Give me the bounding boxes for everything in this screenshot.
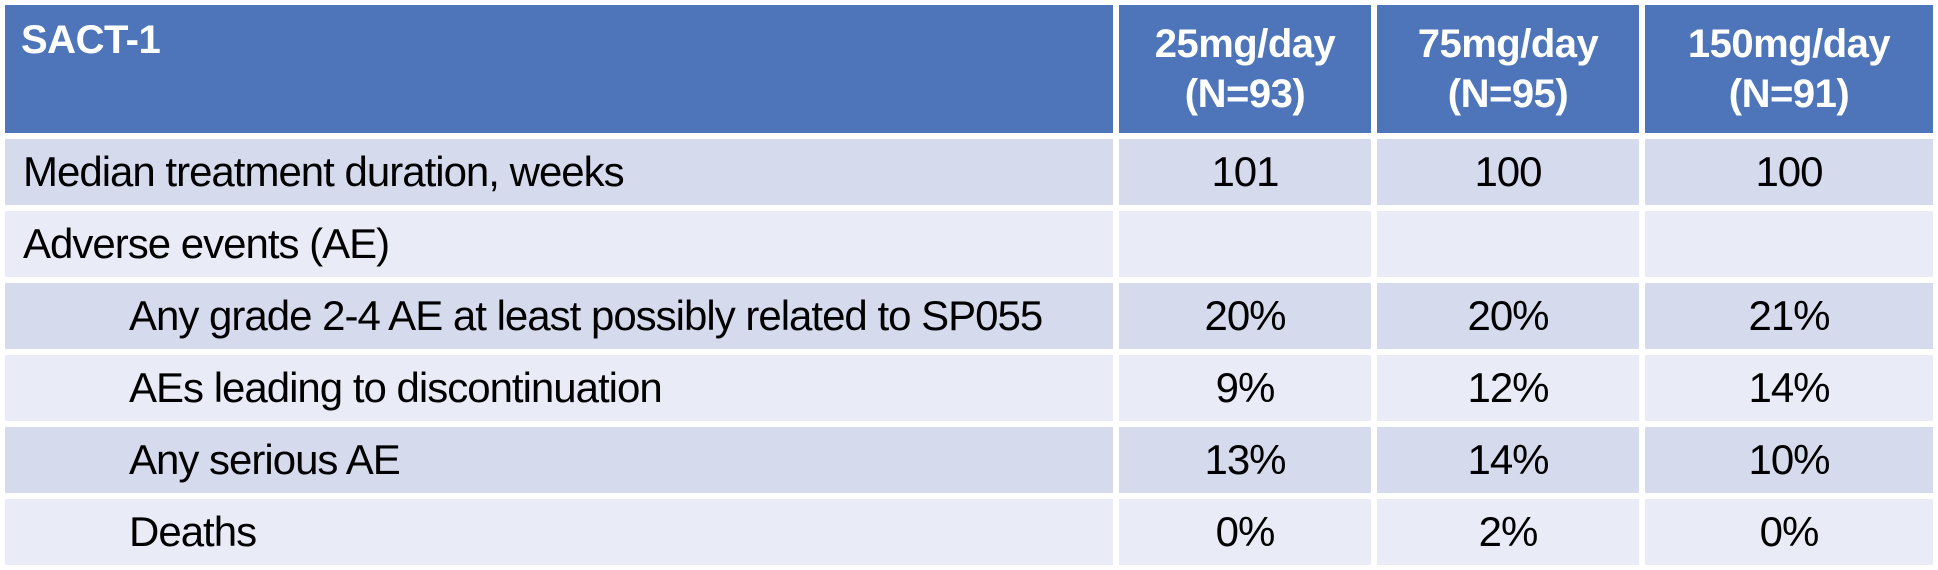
row-label-median-treatment-duration: Median treatment duration, weeks xyxy=(5,139,1113,205)
column-header-n: (N=95) xyxy=(1447,72,1569,116)
cell-serious-ae-75mg: 14% xyxy=(1377,427,1639,493)
cell-median-duration-150mg: 100 xyxy=(1645,139,1933,205)
row-label-adverse-events: Adverse events (AE) xyxy=(5,211,1113,277)
column-header-75mg: 75mg/day (N=95) xyxy=(1377,5,1639,133)
cell-deaths-75mg: 2% xyxy=(1377,499,1639,565)
column-header-dose: 25mg/day xyxy=(1154,22,1336,66)
cell-deaths-25mg: 0% xyxy=(1119,499,1371,565)
cell-serious-ae-150mg: 10% xyxy=(1645,427,1933,493)
column-header-150mg: 150mg/day (N=91) xyxy=(1645,5,1933,133)
column-header-25mg: 25mg/day (N=93) xyxy=(1119,5,1371,133)
row-label-any-grade-2-4-ae: Any grade 2-4 AE at least possibly relat… xyxy=(5,283,1113,349)
column-header-n: (N=91) xyxy=(1728,72,1850,116)
row-label-aes-discontinuation: AEs leading to discontinuation xyxy=(5,355,1113,421)
cell-grade-2-4-ae-25mg: 20% xyxy=(1119,283,1371,349)
column-header-n: (N=93) xyxy=(1184,72,1306,116)
cell-aes-discontinuation-150mg: 14% xyxy=(1645,355,1933,421)
row-label-deaths: Deaths xyxy=(5,499,1113,565)
cell-serious-ae-25mg: 13% xyxy=(1119,427,1371,493)
cell-median-duration-75mg: 100 xyxy=(1377,139,1639,205)
table-title-cell: SACT-1 xyxy=(5,5,1113,133)
row-label-any-serious-ae: Any serious AE xyxy=(5,427,1113,493)
cell-aes-discontinuation-25mg: 9% xyxy=(1119,355,1371,421)
cell-adverse-events-75mg xyxy=(1377,211,1639,277)
column-header-dose: 75mg/day xyxy=(1417,22,1599,66)
cell-deaths-150mg: 0% xyxy=(1645,499,1933,565)
table-title: SACT-1 xyxy=(21,18,161,62)
cell-median-duration-25mg: 101 xyxy=(1119,139,1371,205)
cell-grade-2-4-ae-75mg: 20% xyxy=(1377,283,1639,349)
cell-adverse-events-150mg xyxy=(1645,211,1933,277)
cell-adverse-events-25mg xyxy=(1119,211,1371,277)
cell-aes-discontinuation-75mg: 12% xyxy=(1377,355,1639,421)
column-header-dose: 150mg/day xyxy=(1687,22,1891,66)
cell-grade-2-4-ae-150mg: 21% xyxy=(1645,283,1933,349)
